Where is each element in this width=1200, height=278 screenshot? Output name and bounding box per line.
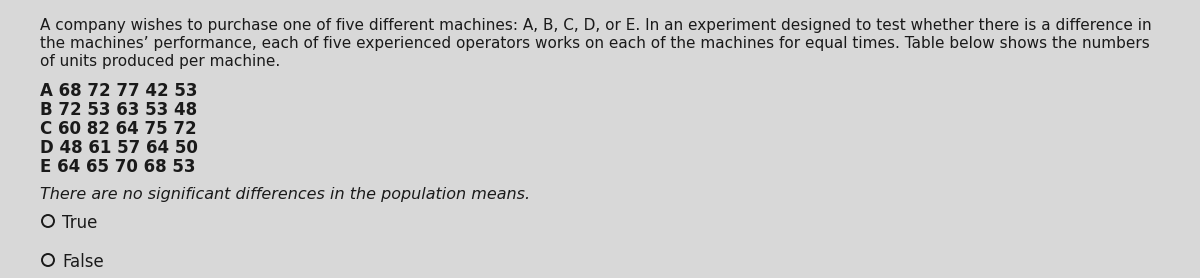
Text: the machines’ performance, each of five experienced operators works on each of t: the machines’ performance, each of five … (40, 36, 1150, 51)
Text: of units produced per machine.: of units produced per machine. (40, 54, 281, 69)
Text: There are no significant differences in the population means.: There are no significant differences in … (40, 187, 530, 202)
Text: False: False (62, 253, 103, 271)
Text: A company wishes to purchase one of five different machines: A, B, C, D, or E. I: A company wishes to purchase one of five… (40, 18, 1152, 33)
Text: B 72 53 63 53 48: B 72 53 63 53 48 (40, 101, 197, 119)
Text: A 68 72 77 42 53: A 68 72 77 42 53 (40, 82, 198, 100)
Text: True: True (62, 214, 97, 232)
Text: C 60 82 64 75 72: C 60 82 64 75 72 (40, 120, 197, 138)
Text: D 48 61 57 64 50: D 48 61 57 64 50 (40, 139, 198, 157)
Text: E 64 65 70 68 53: E 64 65 70 68 53 (40, 158, 196, 176)
